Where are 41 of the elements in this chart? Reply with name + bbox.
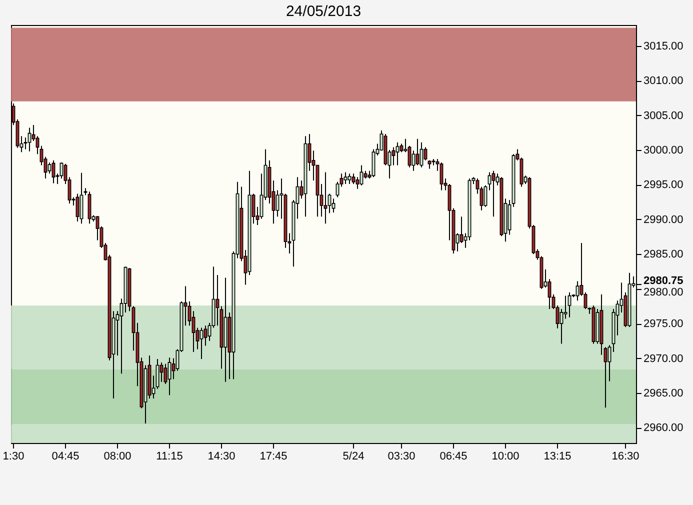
y-tick-label: 2965.00 — [644, 388, 684, 400]
x-tick-label: 5/24 — [342, 450, 364, 462]
x-tick-label: 14:30 — [208, 450, 236, 462]
y-tick-label: 2960.00 — [644, 422, 684, 434]
x-tick-label: 17:45 — [260, 450, 288, 462]
candlestick — [204, 325, 208, 346]
candlestick — [24, 136, 28, 150]
y-tick-label: 3005.00 — [644, 110, 684, 122]
candlestick — [396, 142, 400, 166]
y-tick-label: 2990.00 — [644, 214, 684, 226]
x-tick-label: 10:00 — [492, 450, 520, 462]
y-tick-label: 3010.00 — [644, 75, 684, 88]
candlestick — [336, 181, 340, 198]
y-tick-label: 3015.00 — [644, 40, 684, 52]
candlestick — [48, 162, 52, 174]
y-tick-label: 2970.00 — [644, 352, 684, 365]
chart-title: 24/05/2013 — [286, 3, 362, 20]
y-tick-label: 2985.00 — [644, 248, 684, 261]
candlestick — [276, 190, 280, 218]
y-tick-label: 2975.00 — [644, 318, 684, 330]
y-tick-label: 2980.00 — [644, 286, 684, 298]
y-tick-label: 2995.00 — [644, 179, 684, 192]
x-tick-label: 1:30 — [2, 450, 24, 462]
candlestick — [344, 172, 348, 185]
y-tick-label: 3000.00 — [644, 144, 684, 156]
x-tick-label: 13:15 — [544, 450, 572, 462]
x-tick-label: 04:45 — [52, 450, 80, 462]
candlestick — [328, 193, 332, 214]
candlestick — [416, 138, 420, 166]
candlestick — [560, 308, 564, 344]
x-tick-label: 06:45 — [440, 450, 468, 462]
candlestick — [164, 363, 168, 384]
candlestick — [324, 172, 328, 224]
x-tick-label: 03:30 — [388, 450, 416, 462]
x-tick-label: 08:00 — [104, 450, 132, 462]
y-tick-label: 2980.75 — [644, 275, 684, 288]
candlestick — [492, 170, 496, 218]
candlestick — [352, 173, 356, 185]
x-tick-label: 16:30 — [612, 450, 640, 462]
x-tick-label: 11:15 — [156, 450, 183, 462]
candlestick — [412, 150, 416, 172]
